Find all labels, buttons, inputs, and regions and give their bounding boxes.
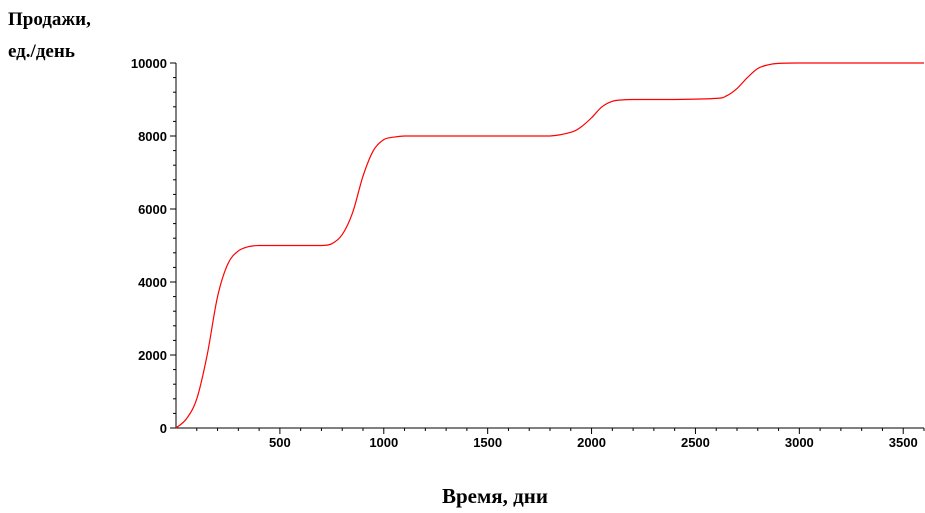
x-tick-label: 2500 — [681, 435, 710, 450]
x-axis: 500 1000 1500 2000 2500 3000 3500 — [176, 427, 925, 450]
y-tick-label: 4000 — [138, 275, 167, 290]
x-tick-label: 3000 — [785, 435, 814, 450]
y-tick-label: 6000 — [138, 202, 167, 217]
x-tick-label: 2000 — [577, 435, 606, 450]
series-line — [175, 62, 924, 429]
y-axis-title-line-2: ед./день — [8, 41, 75, 62]
x-tick-label: 3500 — [889, 435, 918, 450]
y-axis-title-line-1: Продажи, — [8, 9, 91, 30]
y-axis-title: Продажи, ед./день — [8, 9, 91, 62]
x-tick-label: 1000 — [369, 435, 398, 450]
y-tick-label: 8000 — [138, 129, 167, 144]
x-tick-label: 1500 — [473, 435, 502, 450]
y-axis: 0 2000 4000 6000 8000 10000 — [131, 56, 177, 436]
x-axis-title: Время, дни — [442, 484, 548, 508]
y-tick-label: 0 — [160, 421, 167, 436]
x-tick-label: 500 — [269, 435, 291, 450]
y-tick-label: 10000 — [131, 56, 167, 71]
y-tick-label: 2000 — [138, 348, 167, 363]
